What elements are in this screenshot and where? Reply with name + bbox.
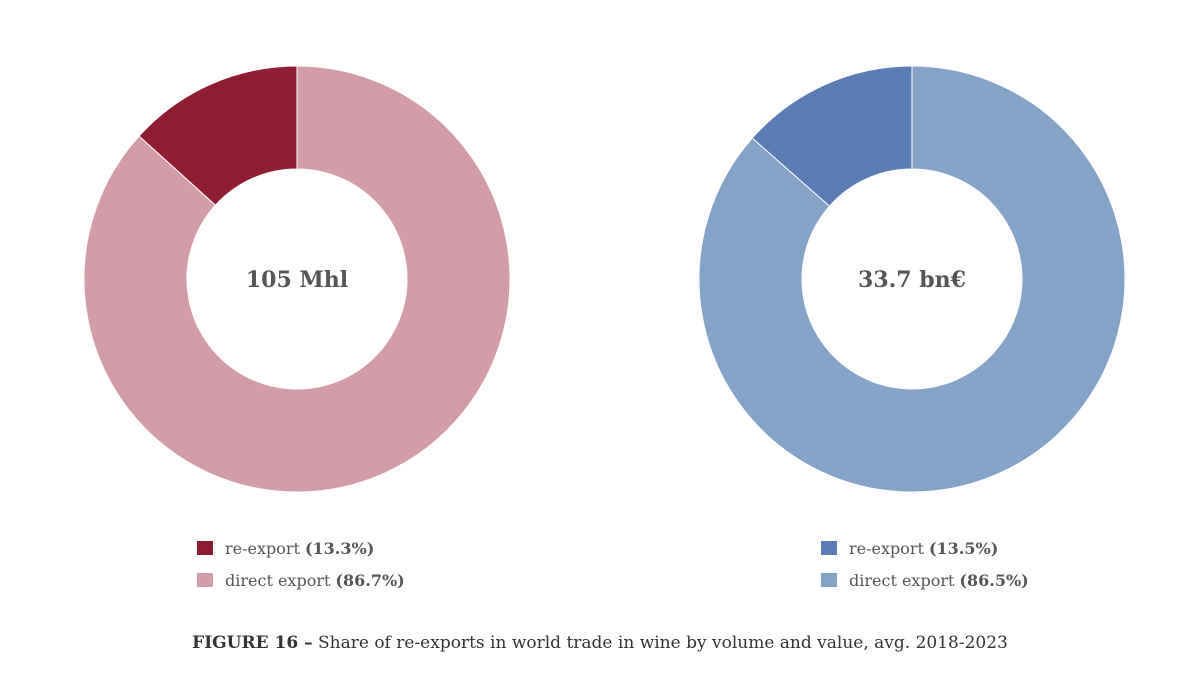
legend-swatch-direct-export	[197, 573, 213, 587]
legend-label: direct export	[849, 570, 955, 590]
legend-swatch-direct-export	[821, 573, 837, 587]
value-donut-svg: 33.7 bn€	[698, 65, 1126, 493]
figure-caption: FIGURE 16 – Share of re-exports in world…	[0, 633, 1200, 653]
legend-percent: (13.5%)	[928, 538, 999, 558]
volume-legend: re-export (13.3%) direct export (86.7%)	[197, 536, 405, 600]
legend-item-direct-export: direct export (86.5%)	[821, 568, 1029, 592]
donut-slice-direct-export	[83, 65, 511, 493]
legend-item-direct-export: direct export (86.7%)	[197, 568, 405, 592]
volume-center-label: 105 Mhl	[246, 267, 348, 293]
legend-label: direct export	[225, 570, 331, 590]
legend-percent: (86.7%)	[335, 570, 405, 590]
legend-swatch-re-export	[197, 541, 213, 555]
legend-percent: (13.3%)	[304, 538, 375, 558]
volume-donut-svg: 105 Mhl	[83, 65, 511, 493]
legend-swatch-re-export	[821, 541, 837, 555]
figure-label: FIGURE 16 –	[192, 633, 313, 653]
volume-donut-chart: 105 Mhl	[80, 62, 514, 496]
legend-label: re-export	[849, 538, 924, 558]
legend-item-re-export: re-export (13.5%)	[821, 536, 1029, 560]
value-legend: re-export (13.5%) direct export (86.5%)	[821, 536, 1029, 600]
value-center-label: 33.7 bn€	[858, 267, 966, 293]
legend-item-re-export: re-export (13.3%)	[197, 536, 405, 560]
figure-caption-text: Share of re-exports in world trade in wi…	[318, 633, 1008, 653]
donut-slice-direct-export	[698, 65, 1126, 493]
value-donut-chart: 33.7 bn€	[695, 62, 1129, 496]
legend-label: re-export	[225, 538, 300, 558]
legend-percent: (86.5%)	[959, 570, 1029, 590]
